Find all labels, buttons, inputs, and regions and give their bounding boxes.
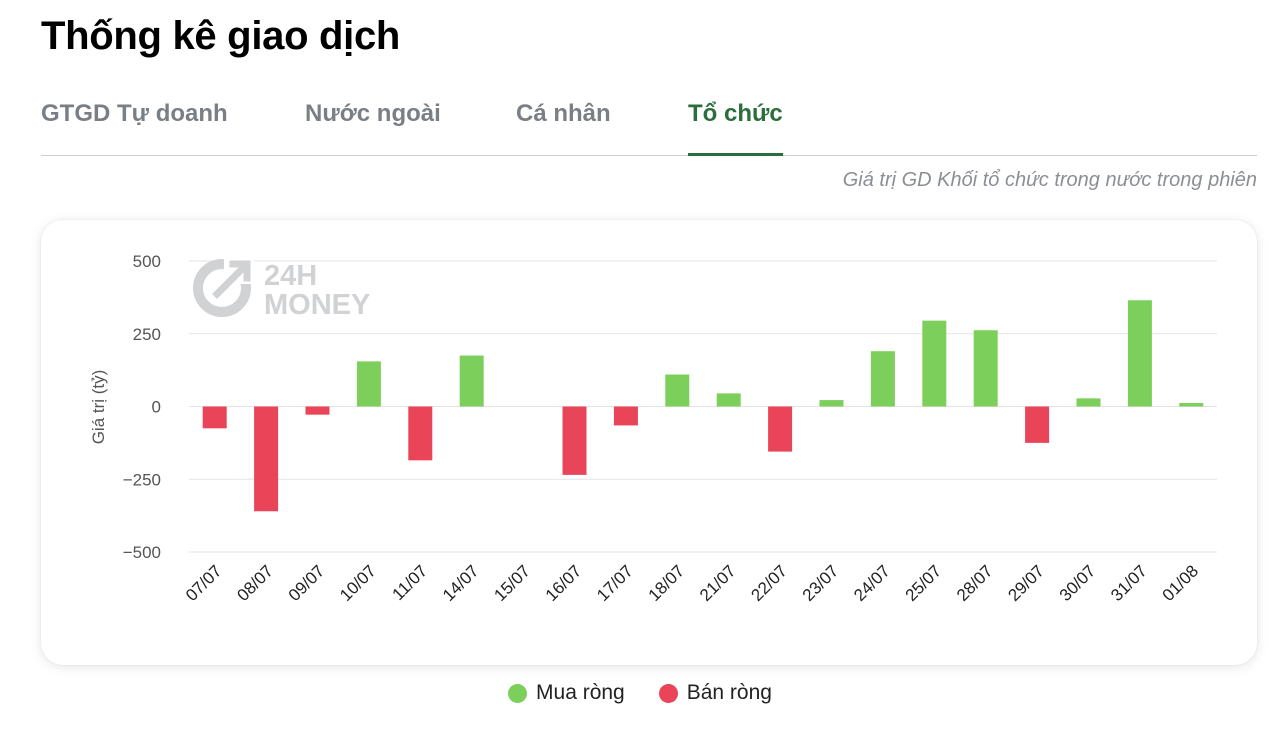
legend: Mua ròng Bán ròng — [0, 681, 1280, 705]
page-title: Thống kê giao dịch — [41, 14, 401, 58]
x-tick-label: 22/07 — [747, 561, 791, 605]
legend-label: Bán ròng — [686, 681, 772, 704]
x-tick-label: 11/07 — [389, 561, 432, 604]
bar-30-07[interactable] — [1076, 398, 1101, 407]
legend-label: Mua ròng — [536, 681, 625, 704]
tab-ca-nhan[interactable]: Cá nhân — [516, 100, 611, 127]
bar-09-07[interactable] — [305, 406, 330, 415]
tab-gtgd-tu-doanh[interactable]: GTGD Tự doanh — [41, 100, 228, 127]
bar-23-07[interactable] — [819, 400, 844, 407]
legend-item-ban-rong[interactable]: Bán ròng — [658, 681, 772, 705]
x-tick-label: 07/07 — [182, 561, 226, 605]
bar-14-07[interactable] — [459, 355, 484, 407]
money-logo-icon — [193, 258, 254, 317]
bar-21-07[interactable] — [716, 393, 741, 407]
chart-subtitle: Giá trị GD Khối tổ chức trong nước trong… — [842, 169, 1257, 191]
bar-11-07[interactable] — [408, 406, 433, 461]
x-tick-label: 21/07 — [696, 561, 740, 605]
x-tick-label: 25/07 — [902, 561, 946, 605]
x-tick-label: 17/07 — [593, 561, 637, 605]
x-tick-label: 31/07 — [1107, 561, 1151, 605]
bar-17-07[interactable] — [613, 406, 638, 426]
watermark-line2: MONEY — [264, 289, 370, 321]
y-axis: 500 250 0 −250 −500 — [123, 252, 161, 562]
bar-24-07[interactable] — [870, 351, 895, 407]
bar-16-07[interactable] — [562, 406, 587, 475]
bar-22-07[interactable] — [768, 406, 793, 452]
bar-29-07[interactable] — [1025, 406, 1050, 443]
x-tick-label: 10/07 — [336, 561, 380, 605]
bar-chart: 500 250 0 −250 −500 Giá trị (tỷ) 24H MONEY 0… — [89, 252, 1217, 605]
bar-01-08[interactable] — [1179, 403, 1204, 407]
x-tick-label: 14/07 — [439, 561, 483, 605]
y-axis-label: Giá trị (tỷ) — [89, 370, 108, 445]
x-tick-label: 18/07 — [645, 561, 689, 605]
watermark-logo: 24H MONEY — [193, 258, 370, 321]
y-tick-label: −500 — [123, 543, 161, 562]
watermark-line1: 24H — [264, 260, 317, 292]
x-tick-label: 23/07 — [799, 561, 843, 605]
bar-08-07[interactable] — [254, 406, 279, 512]
x-tick-label: 15/07 — [490, 561, 534, 605]
tab-nuoc-ngoai[interactable]: Nước ngoài — [305, 100, 441, 127]
y-tick-label: 500 — [133, 252, 161, 271]
x-tick-label: 16/07 — [542, 561, 586, 605]
x-tick-label: 09/07 — [285, 561, 329, 605]
y-tick-label: 250 — [133, 325, 161, 344]
bars — [202, 300, 1204, 512]
legend-dot-icon — [658, 683, 678, 703]
x-tick-label: 01/08 — [1159, 561, 1203, 605]
bar-18-07[interactable] — [665, 374, 690, 407]
tab-bar: GTGD Tự doanh Nước ngoài Cá nhân Tổ chức — [41, 90, 1257, 156]
chart-card: 500 250 0 −250 −500 Giá trị (tỷ) 24H MONEY 0… — [41, 220, 1257, 665]
bar-31-07[interactable] — [1127, 300, 1152, 407]
bar-07-07[interactable] — [202, 406, 227, 429]
bar-28-07[interactable] — [973, 330, 998, 407]
tab-to-chuc[interactable]: Tổ chức — [688, 90, 783, 156]
y-tick-label: −250 — [123, 470, 161, 489]
legend-item-mua-rong[interactable]: Mua ròng — [508, 681, 625, 705]
x-tick-label: 29/07 — [1004, 561, 1048, 605]
legend-dot-icon — [508, 683, 528, 703]
x-tick-label: 24/07 — [850, 561, 894, 605]
bar-25-07[interactable] — [922, 320, 947, 407]
x-tick-label: 28/07 — [953, 561, 997, 605]
x-tick-label: 30/07 — [1056, 561, 1100, 605]
bar-10-07[interactable] — [356, 361, 381, 407]
x-tick-label: 08/07 — [233, 561, 277, 605]
x-axis: 07/07 08/07 09/07 10/07 11/07 14/07 15/07 16/07… — [182, 561, 1202, 605]
y-tick-label: 0 — [152, 398, 161, 417]
